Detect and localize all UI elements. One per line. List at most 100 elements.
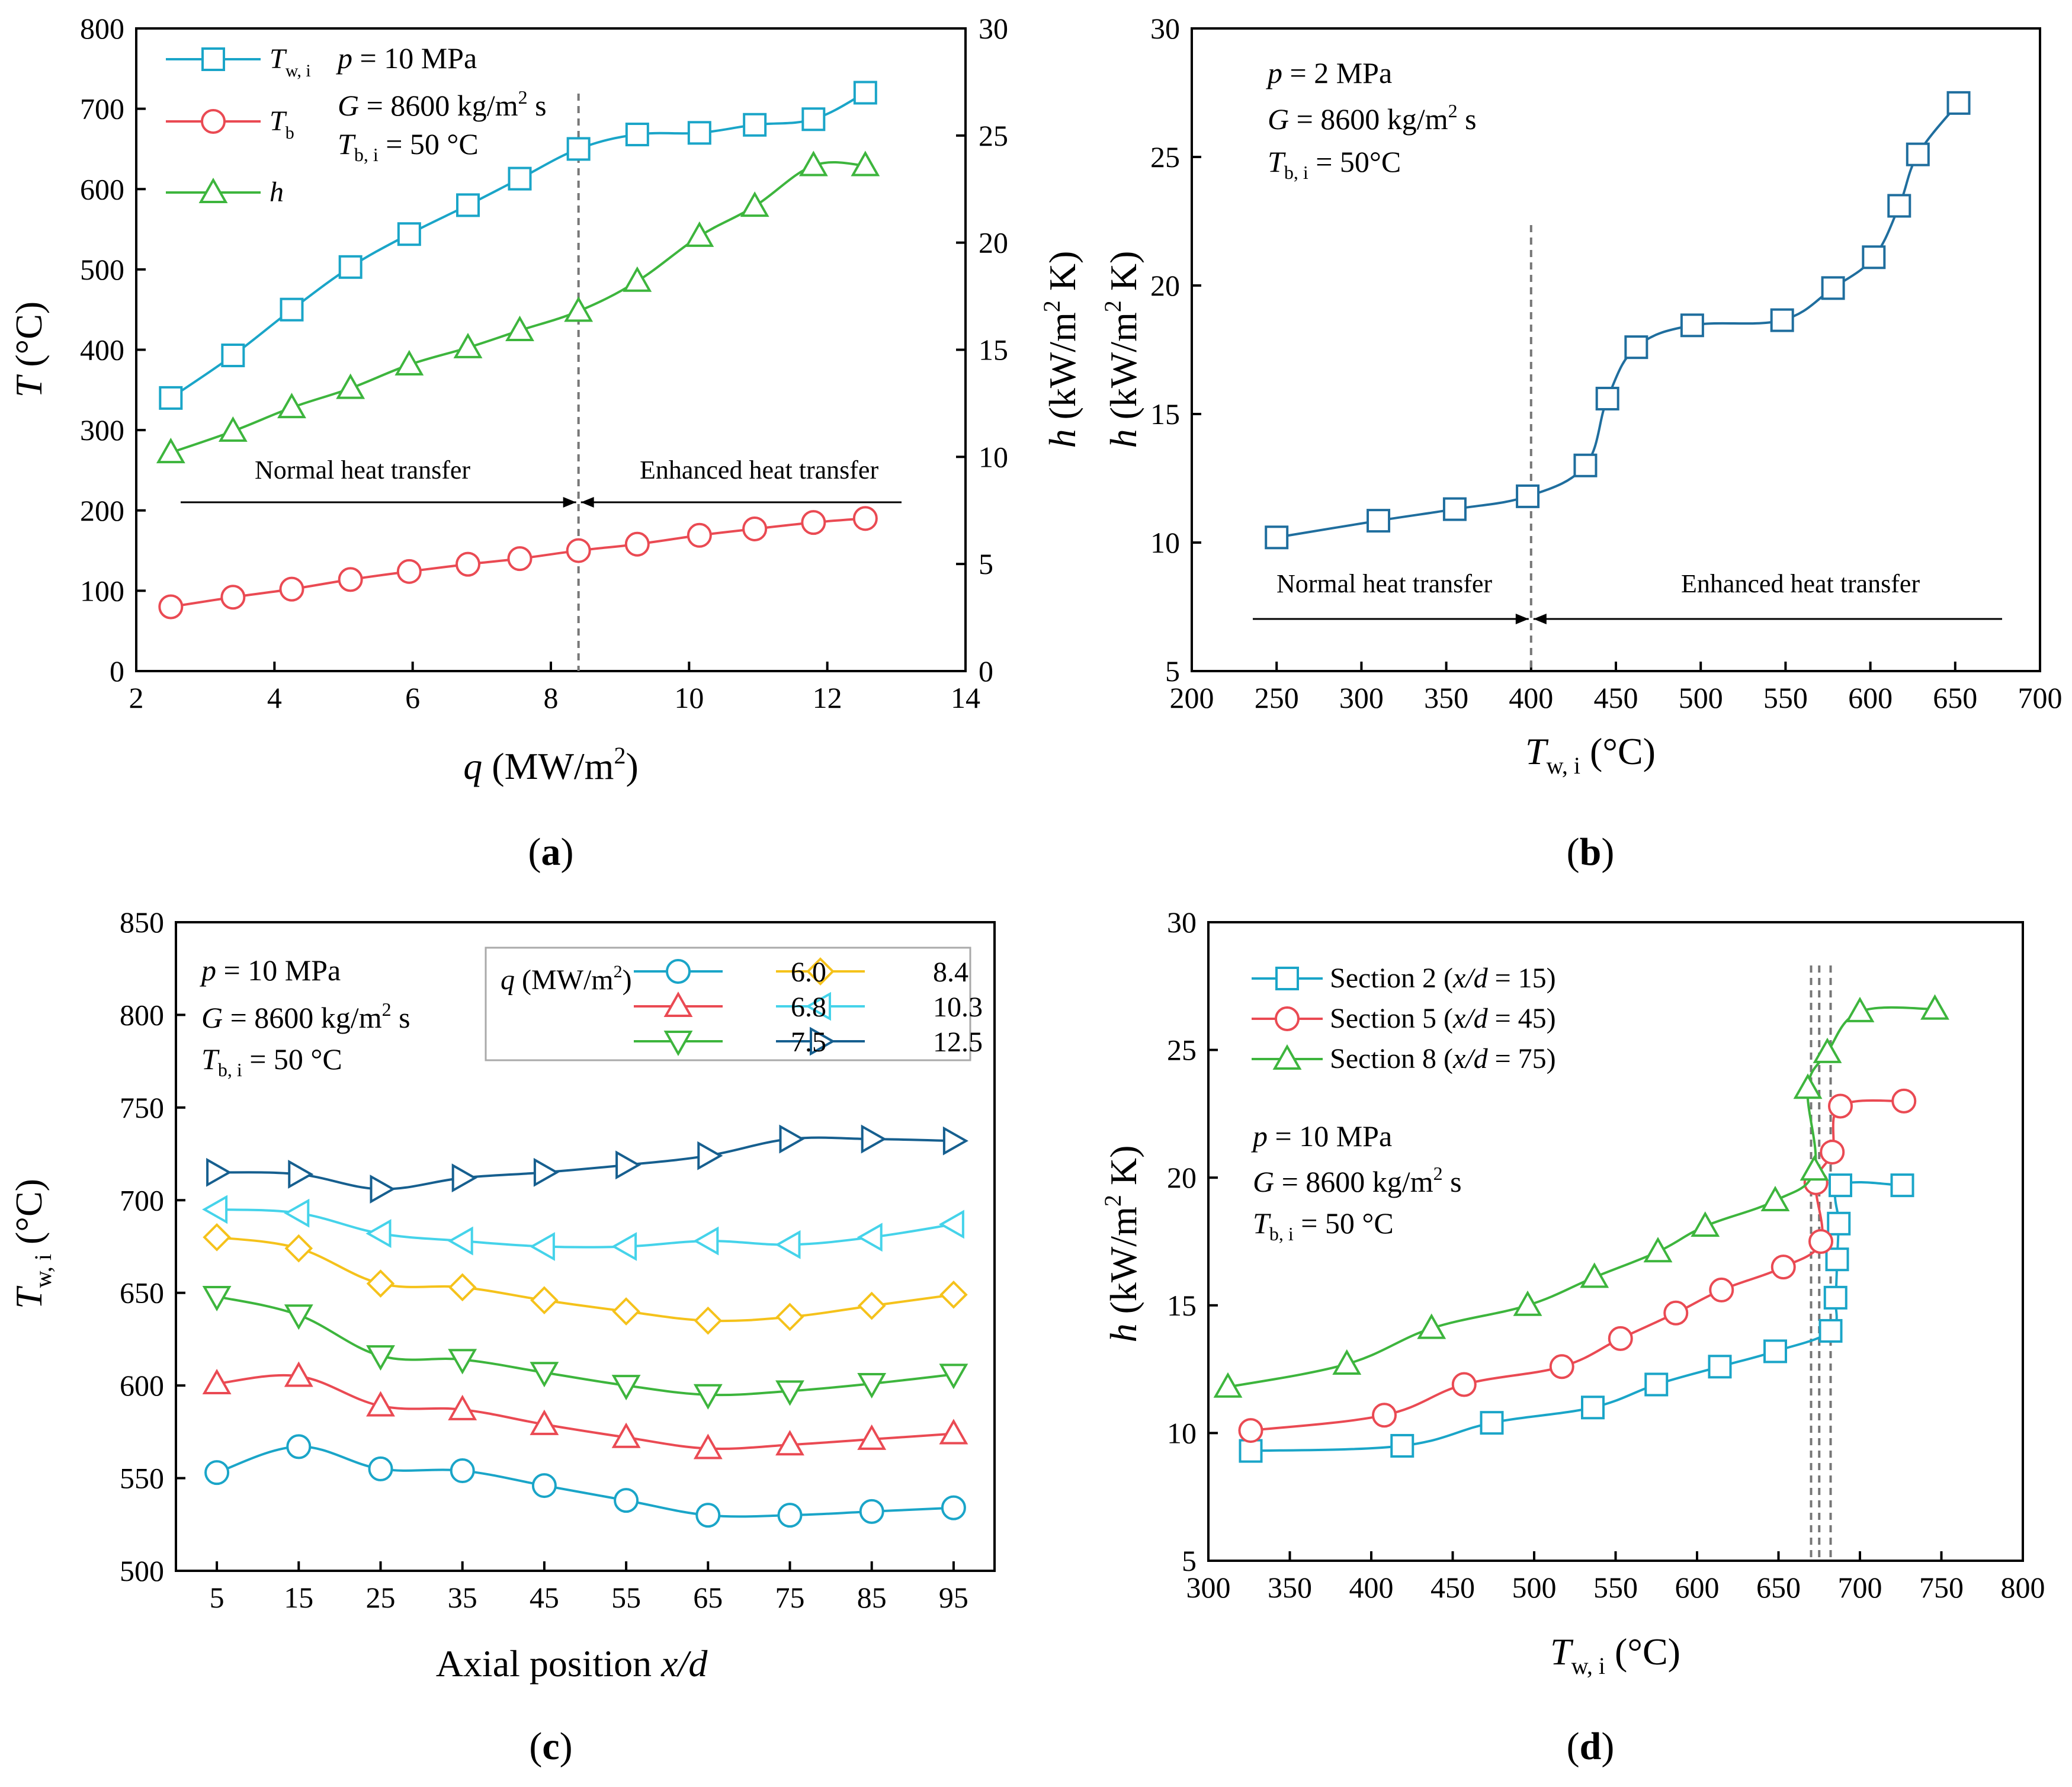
panel-d-legend: Section 2 (x/d = 15) Section 5 (x/d = 45… [1252,963,1556,1074]
panel-a-point-h-5 [453,332,483,358]
panel-a-ytick-tick-label-700: 700 [80,92,124,126]
panel-c-ylabel: Tw, i (°C) [8,1179,56,1309]
panel-d-legend-marks [1252,967,1323,1070]
panel-d-massflux: G = 8600 kg/m2 s [1253,1163,1462,1198]
panel-c-point-8-4-4 [530,1286,559,1315]
panel-a-point-h-1 [218,416,248,442]
panel-d-point-section-8-75-6 [1691,1211,1720,1237]
panel-c-legend-title: q (MW/m2) [501,962,632,996]
panel-c-point-8-4-9 [939,1281,968,1309]
panel-c-line-12-5 [217,1136,954,1191]
panel-a-xtick-label-12: 12 [813,681,842,714]
panel-c-series [202,1124,968,1528]
panel-c-xtick-label-5: 5 [210,1581,224,1614]
panel-c-point-6-0-3 [450,1458,475,1484]
panel-c-point-12-5-4 [533,1157,559,1187]
panel-c-legend-marker-12-5 [810,1026,836,1056]
panel-b-point-h-11 [1887,194,1911,218]
panel-c-point-7-5-6 [693,1384,723,1410]
panel-c-ytick-tick-label-800: 800 [120,998,164,1031]
panel-a-boundary [181,94,902,671]
panel-b-pressure: p = 2 MPa [1266,56,1392,89]
panel-a-y2tick-tick-label-10: 10 [979,440,1008,473]
panel-b-xtick-label-350: 350 [1424,681,1468,714]
panel-b-arrowhead-normal [1515,614,1529,624]
panel-d: 300 350 400 450 500 550 600 650 700 750 800 5 10 15 20… [1099,906,2045,1768]
panel-a-point-tb-5 [456,551,480,577]
panel-c-point-7-5-3 [448,1349,477,1375]
panel-d-point-section-5-45-2 [1451,1372,1477,1397]
panel-d-point-section-8-75-12 [1920,994,1949,1020]
panel-a-point-h-7 [564,296,594,322]
panel-b-point-h-7 [1680,313,1704,338]
panel-c-point-6-0-4 [531,1473,557,1499]
panel-b-xtick-label-650: 650 [1933,681,1977,714]
panel-a-line-tw-i [170,91,866,399]
panel-c-point-10-3-9 [938,1209,964,1239]
panel-b-point-h-2 [1442,497,1467,521]
panel-a-point-tb-11 [801,510,826,535]
panel-c-point-8-4-2 [366,1269,395,1298]
panel-c-line-10-3 [217,1208,954,1249]
panel-a-point-tb-1 [220,585,246,610]
panel-d-point-section-2-15-10 [1827,1211,1851,1236]
panel-c-xtick-label-75: 75 [775,1581,805,1614]
panel-b-point-h-1 [1367,509,1391,533]
panel-d-pressure: p = 10 MPa [1251,1119,1392,1153]
panel-d-xtick-label-650: 650 [1756,1571,1801,1604]
panel-d-legend-marker-section-2-15 [1275,967,1299,990]
panel-d-legend-label-section-2: Section 2 (x/d = 15) [1330,963,1556,994]
panel-c-point-12-5-1 [288,1160,314,1189]
panel-a-region-enhanced: Enhanced heat transfer [640,455,878,485]
panel-a-xtick-label-10: 10 [674,681,704,714]
panel-a-xtick-label-14: 14 [951,681,980,714]
panel-a-ytick-tick-label-500: 500 [80,253,124,286]
panel-a-y2tick-tick-label-30: 30 [979,12,1008,45]
panel-a-massflux: G = 8600 kg/m2 s [338,86,547,122]
panel-c-point-6-0-9 [941,1495,966,1520]
panel-a-point-h-3 [336,373,365,399]
panel-d-point-section-5-45-3 [1549,1354,1574,1379]
panel-a-ytick-tick-label-100: 100 [80,574,124,607]
panel-c-point-6-8-2 [366,1391,395,1417]
panel-a-pressure: p = 10 MPa [336,41,477,75]
panel-a-inlet-temp: Tb, i = 50 °C [338,127,479,165]
panel-b-ylabel: h (kW/m2 K) [1099,251,1144,448]
panel-d-xlabel: Tw, i (°C) [1550,1631,1680,1679]
panel-c-point-6-8-5 [611,1422,641,1448]
panel-d-ytick-tick-label-25: 25 [1167,1034,1197,1067]
panel-c-ytick-tick-label-750: 750 [120,1091,164,1124]
panel-a-point-h-8 [623,266,652,292]
panel-d-point-section-2-15-2 [1480,1411,1504,1435]
panel-c-point-12-5-8 [861,1124,887,1154]
panel-d-legend-marker-section-5-45 [1275,1006,1300,1031]
panel-d-ytick-tick-label-20: 20 [1167,1161,1197,1194]
panel-d-xtick-label-800: 800 [2001,1571,2045,1604]
panel-a-arrowhead-enhanced [580,497,594,508]
panel-a-point-tw-i-1 [221,343,245,367]
panel-c-point-8-4-5 [612,1297,640,1326]
panel-d-point-section-5-45-8 [1808,1229,1833,1254]
panel-c-legend-marker-6-8 [663,991,693,1017]
panel-c-point-8-4-8 [857,1291,886,1320]
panel-d-ticks: 300 350 400 450 500 550 600 650 700 750 800 5 10 15 20… [1167,906,2045,1604]
panel-d-point-section-5-45-12 [1891,1088,1917,1114]
panel-a-point-tw-i-9 [687,121,711,145]
panel-a-point-tw-i-3 [338,255,363,279]
panel-d-point-section-2-15-5 [1708,1355,1732,1379]
panel-c-inlet-temp: Tb, i = 50 °C [201,1042,342,1080]
panel-c-legend: q (MW/m2) 6.0 6.8 7.5 8.4 10.3 12.5 [485,947,983,1061]
panel-c-xtick-label-95: 95 [939,1581,968,1614]
panel-b-point-h-10 [1862,245,1886,270]
panel-d-point-section-8-75-0 [1213,1372,1243,1398]
panel-a-point-tw-i-5 [456,193,480,217]
panel-c-point-6-8-1 [284,1361,313,1387]
panel-a-point-h-10 [740,191,769,217]
panel-c-xlabel: Axial position x/d [436,1642,708,1685]
panel-d-point-section-2-15-3 [1581,1395,1605,1420]
panel-a-y2tick-tick-label-5: 5 [979,547,993,580]
panel-c-legend-label-8-4: 8.4 [933,957,968,988]
panel-d-point-section-5-45-11 [1828,1093,1853,1119]
panel-a-legend-marks [166,47,261,203]
panel-c-point-6-0-0 [204,1460,230,1486]
